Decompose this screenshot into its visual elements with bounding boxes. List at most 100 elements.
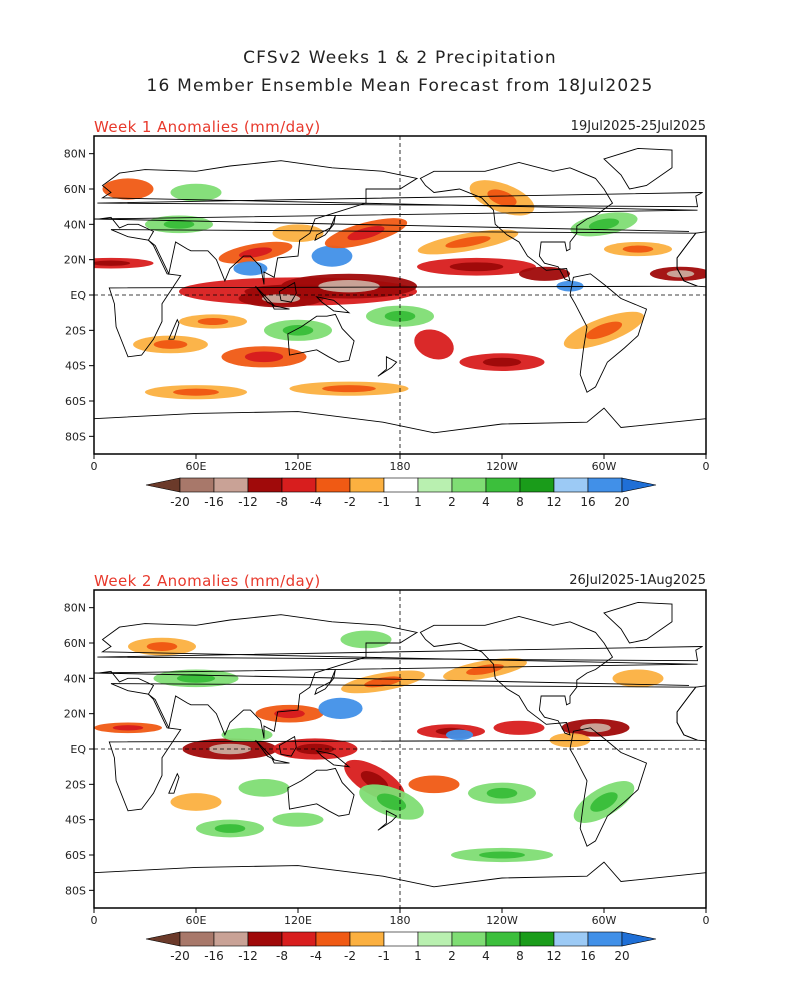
lon-tick-label: 0 <box>703 914 710 927</box>
anomaly-core <box>590 792 618 812</box>
main-title-line2: 16 Member Ensemble Mean Forecast from 18… <box>146 76 654 96</box>
anomaly-region <box>612 669 664 688</box>
colorbar-label: -1 <box>378 495 390 509</box>
colorbar: -20 -16 -12 -8 -4 -2 -1 1 2 4 8 12 16 20 <box>145 477 657 509</box>
anomaly-core <box>244 351 284 363</box>
anomaly-core <box>376 793 407 811</box>
coastline <box>94 407 706 454</box>
lat-tick-label: 80N <box>64 148 86 161</box>
lat-tick-label: 40N <box>64 218 86 231</box>
coastline <box>314 215 336 242</box>
coastline <box>278 735 297 757</box>
coastline <box>108 229 698 358</box>
colorbar: -20 -16 -12 -8 -4 -2 -1 1 2 4 8 12 16 20 <box>145 931 657 963</box>
coastline <box>419 162 614 282</box>
anomaly-region <box>408 775 460 794</box>
anomaly-core <box>482 357 522 367</box>
colorbar-label: 20 <box>614 495 629 509</box>
colorbar-label: 4 <box>482 949 490 963</box>
colorbar-segment <box>247 931 283 947</box>
anomaly-region <box>272 224 324 243</box>
colorbar-label: -20 <box>170 949 190 963</box>
anomaly-core <box>197 317 229 326</box>
coastline <box>603 601 673 644</box>
week2-anomaly-field <box>94 590 706 908</box>
coastline <box>108 683 698 812</box>
anomaly-core <box>238 247 273 258</box>
anomaly-core <box>173 388 219 396</box>
colorbar-right-arrow <box>621 931 657 947</box>
week2-date-range: 26Jul2025-1Aug2025 <box>569 573 706 588</box>
colorbar-segment <box>315 931 351 947</box>
anomaly-core <box>347 226 385 241</box>
colorbar-segment <box>349 931 385 947</box>
week1-title: Week 1 Anomalies (mm/day) <box>94 118 321 136</box>
colorbar-segment <box>553 931 589 947</box>
coastline <box>377 810 398 831</box>
lat-tick-label: 20N <box>64 254 86 267</box>
anomaly-core <box>384 310 416 322</box>
colorbar-label: 12 <box>546 495 561 509</box>
coastline <box>97 192 703 208</box>
coastline <box>255 285 275 307</box>
anomaly-core <box>163 219 195 229</box>
colorbar-label: -1 <box>378 949 390 963</box>
coastline <box>287 767 355 817</box>
colorbar-label: -16 <box>204 495 224 509</box>
colorbar-segment <box>451 931 487 947</box>
lat-tick-label: 20S <box>65 778 86 791</box>
colorbar-label: 8 <box>516 495 524 509</box>
coastline <box>168 772 180 794</box>
anomaly-region <box>493 720 545 735</box>
colorbar-segment <box>519 931 555 947</box>
lat-tick-label: 80S <box>65 430 86 443</box>
anomaly-core <box>486 787 518 799</box>
anomaly-core <box>580 723 611 733</box>
anomaly-core <box>146 642 178 651</box>
colorbar-segment <box>485 931 521 947</box>
colorbar-label: 4 <box>482 495 490 509</box>
lat-tick-label: 60S <box>65 849 86 862</box>
lon-tick-label: 0 <box>91 914 98 927</box>
lat-tick-label: 60S <box>65 395 86 408</box>
anomaly-region <box>272 812 324 827</box>
lon-tick-label: 120W <box>486 914 518 927</box>
lat-tick-label: 40S <box>65 814 86 827</box>
lat-tick-label: EQ <box>70 289 86 302</box>
colorbar-label: -16 <box>204 949 224 963</box>
anomaly-core <box>322 385 376 393</box>
coastline <box>97 646 703 662</box>
lon-tick-label: 120E <box>284 460 312 473</box>
main-title-line1: CFSv2 Weeks 1 & 2 Precipitation <box>243 48 557 68</box>
colorbar-segment <box>213 931 249 947</box>
lon-tick-label: 0 <box>91 460 98 473</box>
colorbar-label: -2 <box>344 495 356 509</box>
anomaly-core <box>318 279 380 293</box>
coastline <box>94 614 698 739</box>
lon-tick-label: 60E <box>186 460 207 473</box>
lat-tick-label: 20S <box>65 324 86 337</box>
anomaly-region <box>318 697 363 719</box>
anomaly-core <box>153 340 188 349</box>
coastline <box>255 739 275 761</box>
lon-tick-label: 180 <box>390 914 411 927</box>
anomaly-region <box>102 178 154 200</box>
colorbar-label: -20 <box>170 495 190 509</box>
lon-tick-label: 60W <box>592 914 617 927</box>
anomaly-core <box>622 245 654 253</box>
coastline <box>419 616 614 736</box>
coastline <box>168 318 180 340</box>
coastline <box>569 273 648 393</box>
lat-tick-label: 40N <box>64 672 86 685</box>
lon-tick-label: 0 <box>703 460 710 473</box>
colorbar-label: 2 <box>448 495 456 509</box>
anomaly-region <box>170 183 222 202</box>
lat-tick-label: 80S <box>65 884 86 897</box>
week1-date-range: 19Jul2025-25Jul2025 <box>570 119 706 134</box>
colorbar-label: 1 <box>414 495 422 509</box>
lon-tick-label: 180 <box>390 460 411 473</box>
anomaly-region <box>311 245 353 267</box>
coastline <box>315 296 351 314</box>
